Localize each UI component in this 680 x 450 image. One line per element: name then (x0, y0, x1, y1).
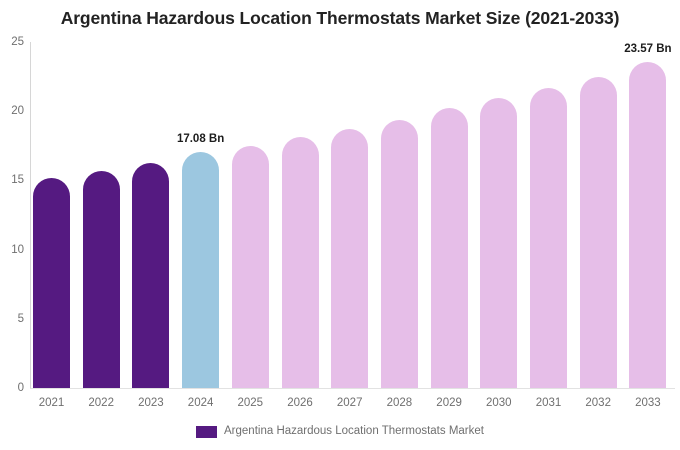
bar-2033[interactable] (629, 61, 667, 388)
x-axis-tick-label: 2026 (287, 397, 313, 409)
x-axis-tick-label: 2028 (386, 397, 413, 409)
y-axis-tick-label: 0 (17, 382, 24, 394)
bar-value-label-2024: 17.08 Bn (176, 132, 225, 145)
x-axis-tick-label: 2022 (88, 397, 114, 409)
bar-2026[interactable] (281, 137, 319, 388)
chart-legend: Argentina Hazardous Location Thermostats… (0, 425, 680, 438)
y-axis-tick-label: 10 (11, 243, 24, 256)
y-axis-tick-label: 20 (11, 105, 24, 118)
x-axis-tick-label: 2027 (336, 397, 363, 409)
x-axis-tick-label: 2032 (585, 397, 611, 409)
bar-2023[interactable] (132, 163, 170, 388)
bar-2024[interactable] (182, 151, 220, 388)
x-axis-line (30, 388, 675, 389)
y-axis-tick-label: 15 (11, 174, 24, 187)
bar-2025[interactable] (231, 146, 269, 388)
bar-value-label-2033: 23.57 Bn (624, 42, 672, 55)
x-axis-tick-label: 2025 (237, 397, 264, 409)
bar-2029[interactable] (430, 108, 468, 388)
bar-2032[interactable] (579, 76, 617, 388)
legend-item-label: Argentina Hazardous Location Thermostats… (224, 425, 484, 437)
bar-2021[interactable] (33, 178, 70, 388)
chart-title: Argentina Hazardous Location Thermostats… (60, 8, 620, 28)
bar-2022[interactable] (82, 170, 120, 388)
y-axis-line (30, 42, 31, 389)
y-axis-tick-label: 5 (17, 312, 24, 325)
x-axis-tick-label: 2023 (138, 397, 164, 409)
y-axis-tick-label: 25 (11, 36, 24, 48)
x-axis-tick-label: 2029 (436, 397, 462, 409)
x-axis-tick-label: 2031 (535, 397, 562, 409)
x-axis-tick-label: 2021 (38, 397, 65, 409)
legend-swatch-icon (196, 425, 218, 438)
x-axis-tick-label: 2030 (486, 397, 512, 409)
x-axis-tick-label: 2024 (187, 397, 214, 409)
x-axis-tick-label: 2033 (635, 397, 661, 409)
bar-2028[interactable] (380, 119, 418, 388)
bar-2027[interactable] (331, 128, 369, 388)
bar-2031[interactable] (530, 87, 567, 388)
bar-2030[interactable] (480, 98, 518, 388)
